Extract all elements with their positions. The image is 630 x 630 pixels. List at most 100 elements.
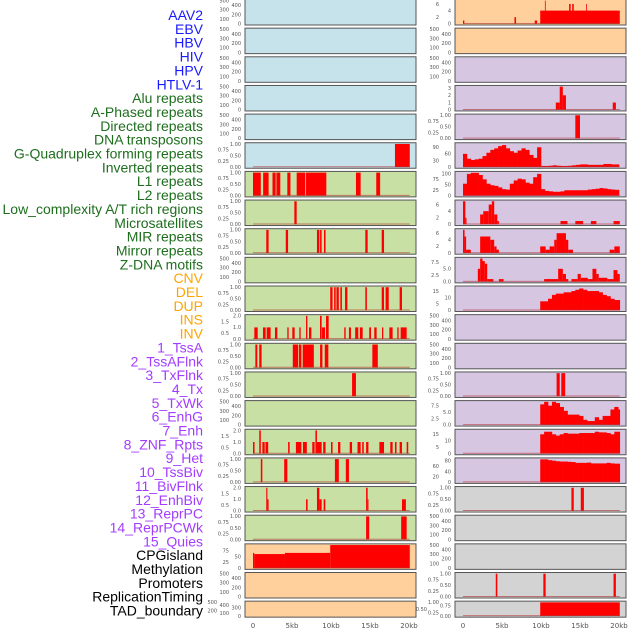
y-tick-label: 500 xyxy=(219,113,229,119)
data-bar xyxy=(614,246,620,253)
track-label: 14_ReprPCWk xyxy=(110,519,204,535)
data-bar xyxy=(397,327,399,339)
data-bar xyxy=(505,189,511,196)
track-label: Alu repeats xyxy=(132,90,203,106)
y-tick-label: 5.0 xyxy=(443,267,451,273)
data-bar xyxy=(611,164,616,168)
y-tick-label: 0 xyxy=(238,22,241,28)
panel-background xyxy=(454,56,627,83)
data-bar xyxy=(484,263,488,282)
data-bar xyxy=(556,233,566,253)
y-tick-label: 5 xyxy=(436,302,439,308)
data-bar xyxy=(254,327,258,339)
y-tick-label: 0 xyxy=(448,194,451,200)
track-panel: 0 2 4 6 xyxy=(436,228,627,257)
y-tick-label: 100 xyxy=(219,132,229,138)
y-tick-label: 0.25 xyxy=(218,216,229,222)
data-bar xyxy=(284,459,288,483)
data-bar xyxy=(565,279,569,282)
data-bar xyxy=(603,163,608,168)
y-tick-label: 300 xyxy=(219,122,229,128)
data-bar xyxy=(255,344,258,368)
data-bar xyxy=(594,431,600,454)
data-bar xyxy=(517,150,522,168)
y-tick-label: 0.0 xyxy=(233,451,241,457)
y-tick-label: 0 xyxy=(448,165,451,171)
y-tick-label: 400 xyxy=(441,318,451,324)
y-tick-label: 100 xyxy=(219,103,229,109)
data-bar xyxy=(580,164,585,168)
data-bar xyxy=(365,287,367,311)
data-bar xyxy=(540,602,620,616)
y-tick-label: 400 xyxy=(231,3,241,9)
data-bar xyxy=(590,421,596,425)
y-tick-label: 0.75 xyxy=(218,176,229,182)
data-bar xyxy=(266,487,268,511)
y-tick-label: 2.5 xyxy=(431,273,439,279)
data-bar xyxy=(366,442,369,454)
data-bar xyxy=(497,221,499,225)
y-tick-label: 300 xyxy=(429,523,439,529)
y-tick-label: 1.0 xyxy=(233,440,241,446)
panel-background xyxy=(244,314,417,341)
y-tick-label: 7.5 xyxy=(431,260,439,266)
y-tick-label: 6 xyxy=(436,202,439,208)
data-bar xyxy=(568,249,573,253)
track-label: 3_TxFlnk xyxy=(145,367,204,383)
track-label: 12_EnhBiv xyxy=(135,492,203,508)
data-bar xyxy=(598,419,603,425)
y-tick-label: 1.00 xyxy=(230,199,241,205)
data-bar xyxy=(580,190,585,196)
data-bar xyxy=(287,327,289,339)
panel-background xyxy=(244,142,417,169)
data-bar xyxy=(521,179,526,196)
panel-background xyxy=(454,514,627,542)
y-tick-label: 0.00 xyxy=(440,595,451,601)
y-tick-label: 4 xyxy=(448,238,451,244)
y-tick-label: 400 xyxy=(219,603,229,609)
data-bar xyxy=(464,236,467,253)
track-label: Promoters xyxy=(138,575,203,591)
y-tick-label: 0.75 xyxy=(218,205,229,211)
x-tick-label: 5kb xyxy=(496,622,510,630)
y-tick-label: 0 xyxy=(448,79,451,85)
y-tick-label: 20 xyxy=(433,475,439,481)
data-bar xyxy=(488,204,492,225)
panel-background xyxy=(244,428,417,456)
y-tick-label: 200 xyxy=(231,70,241,76)
data-bar xyxy=(560,221,568,225)
y-tick-label: 1.00 xyxy=(230,170,241,176)
y-tick-label: 40 xyxy=(445,469,451,475)
y-tick-label: 0.00 xyxy=(440,136,451,142)
panel-background xyxy=(454,342,627,370)
data-bar xyxy=(379,442,385,454)
data-bar xyxy=(372,344,378,368)
y-tick-label: 100 xyxy=(429,361,439,367)
y-tick-label: 1.00 xyxy=(230,342,241,348)
data-bar xyxy=(540,301,545,311)
y-tick-label: 1.00 xyxy=(440,113,451,119)
track-label: AAV2 xyxy=(168,7,203,23)
x-tick-label: 5kb xyxy=(286,622,300,630)
data-bar xyxy=(505,148,511,168)
panel-background xyxy=(244,342,417,370)
panel-background xyxy=(454,314,627,341)
data-bar xyxy=(340,287,342,311)
panel-background xyxy=(244,600,417,618)
panel-background xyxy=(244,228,417,255)
data-bar xyxy=(561,373,566,397)
y-tick-label: 0.50 xyxy=(230,153,241,159)
data-bar xyxy=(385,287,389,311)
y-tick-label: 500 xyxy=(429,314,439,320)
track-panel: 0.000.250.500.751.00 xyxy=(218,457,417,486)
data-bar xyxy=(352,373,356,397)
track-label: Methylation xyxy=(131,561,203,577)
data-bar xyxy=(529,154,534,168)
data-bar xyxy=(549,246,555,253)
data-bar xyxy=(587,291,592,311)
y-tick-label: 0.75 xyxy=(428,377,439,383)
data-bar xyxy=(551,401,557,425)
data-bar xyxy=(482,179,487,196)
